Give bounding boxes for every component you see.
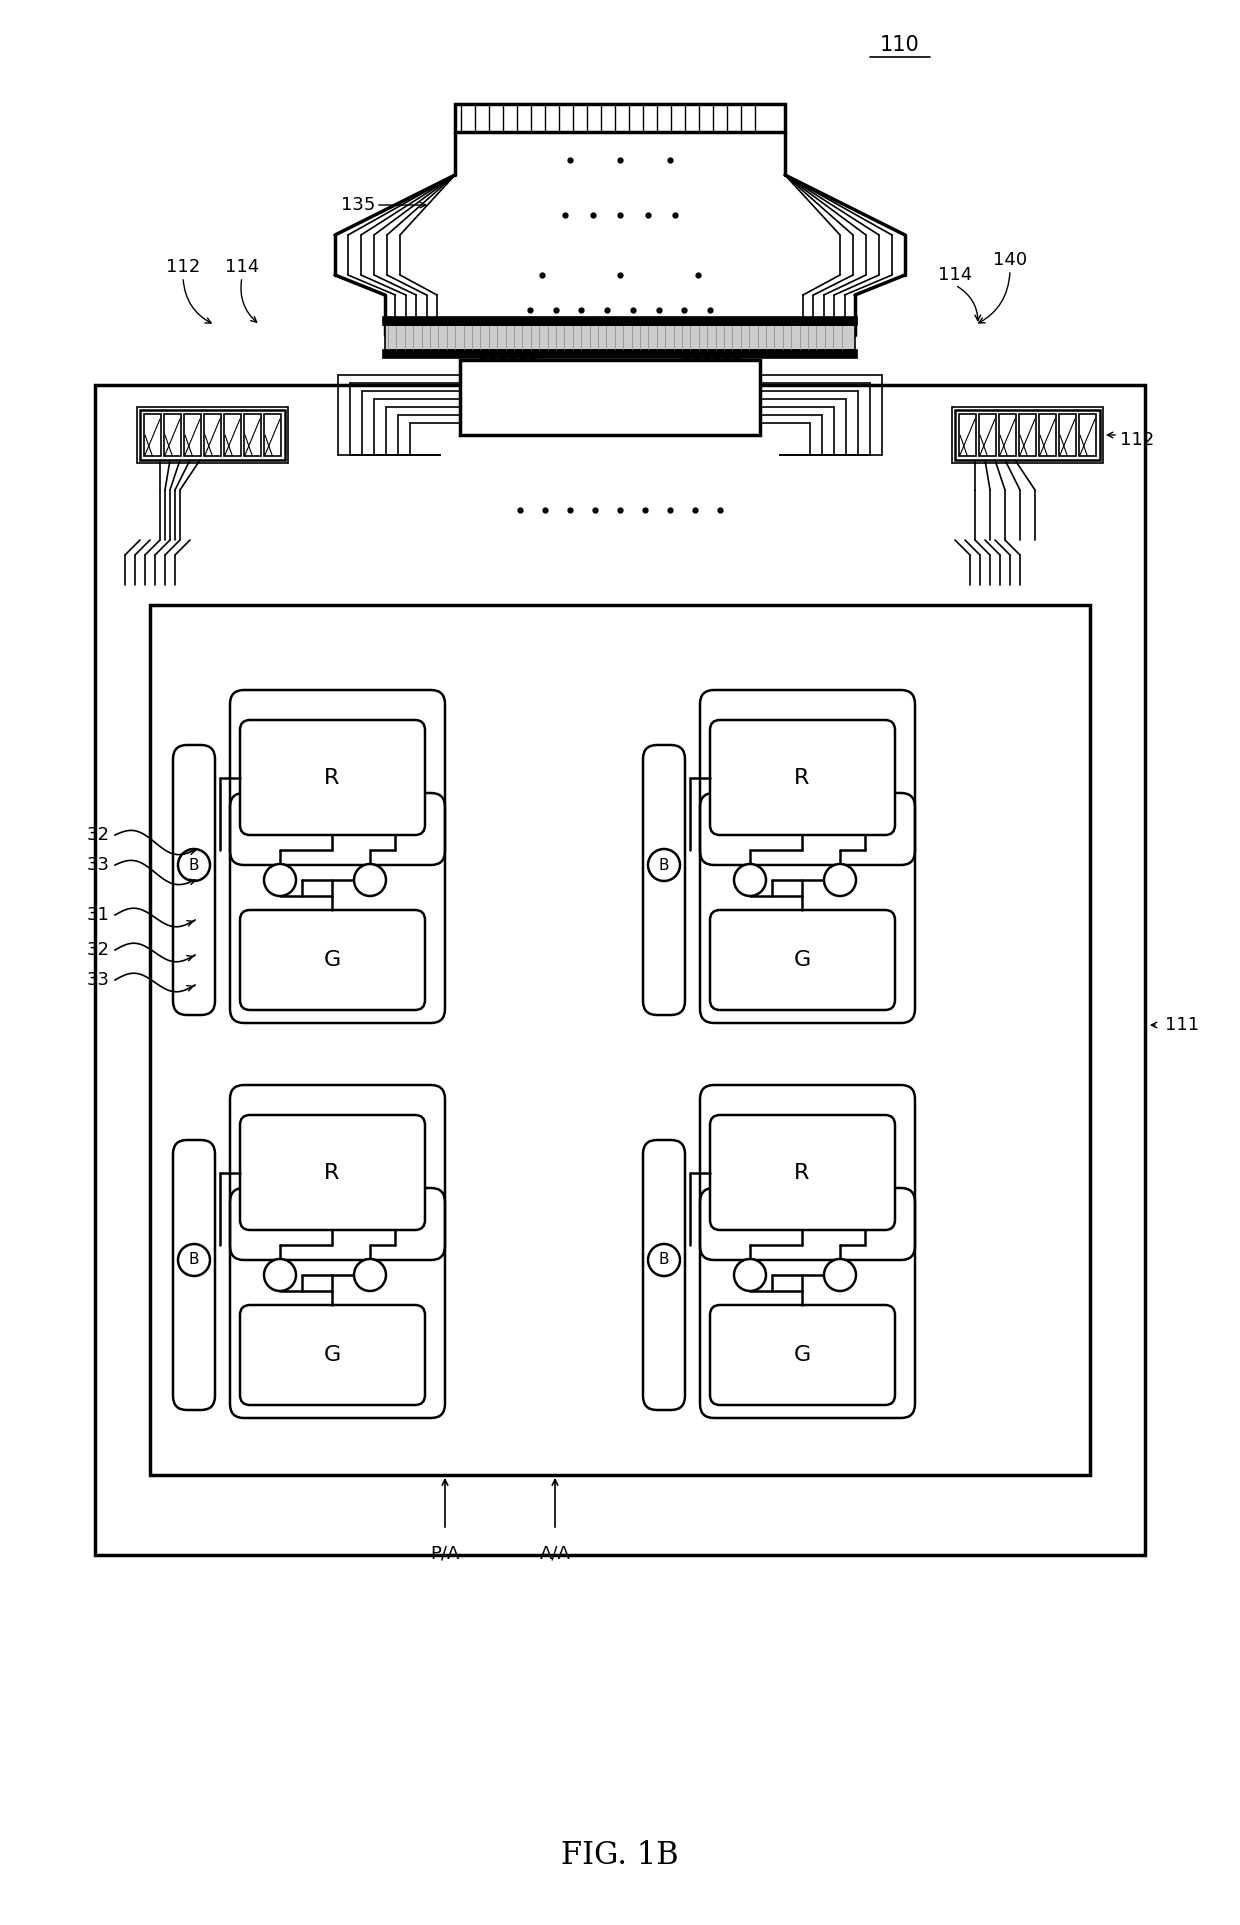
Text: 135: 135 (341, 196, 376, 214)
Bar (455, 104, 785, 133)
Bar (244, 414, 260, 456)
Circle shape (825, 1259, 856, 1292)
Text: 32: 32 (87, 941, 110, 959)
Bar (999, 414, 1016, 456)
Circle shape (734, 864, 766, 895)
Text: 112: 112 (166, 258, 200, 275)
Text: R: R (795, 768, 810, 787)
Text: 140: 140 (993, 250, 1027, 270)
Bar (95, 385, 1145, 1555)
Bar (952, 406, 1104, 464)
Text: 110: 110 (880, 35, 920, 56)
Text: FIG. 1B: FIG. 1B (562, 1840, 678, 1871)
Circle shape (649, 1244, 680, 1276)
FancyBboxPatch shape (241, 1115, 425, 1230)
Bar (959, 414, 976, 456)
Circle shape (179, 1244, 210, 1276)
FancyBboxPatch shape (241, 720, 425, 835)
Text: R: R (795, 1163, 810, 1184)
Text: 32: 32 (87, 826, 110, 843)
Circle shape (353, 1259, 386, 1292)
FancyBboxPatch shape (711, 1305, 895, 1405)
Text: B: B (658, 1253, 670, 1267)
Bar (136, 406, 288, 464)
Bar (460, 360, 760, 435)
Bar (1059, 414, 1076, 456)
Text: 31: 31 (87, 907, 110, 924)
FancyBboxPatch shape (711, 1115, 895, 1230)
Text: G: G (794, 1346, 811, 1365)
Circle shape (734, 1259, 766, 1292)
Bar (980, 414, 996, 456)
Text: 114: 114 (224, 258, 259, 275)
Circle shape (264, 864, 296, 895)
Bar (1019, 414, 1035, 456)
Text: 114: 114 (937, 266, 972, 285)
Text: R: R (325, 768, 340, 787)
Bar (205, 414, 221, 456)
Bar (1079, 414, 1096, 456)
Circle shape (264, 1259, 296, 1292)
Text: G: G (324, 951, 341, 970)
Bar (383, 318, 857, 325)
FancyBboxPatch shape (174, 1140, 215, 1409)
Text: P/A: P/A (430, 1546, 460, 1563)
Bar (164, 414, 181, 456)
Text: R: R (325, 1163, 340, 1184)
Text: A/A: A/A (539, 1546, 570, 1563)
Bar (144, 414, 161, 456)
Text: 33: 33 (87, 970, 110, 989)
Text: 112: 112 (1120, 431, 1154, 449)
Bar (384, 325, 856, 350)
FancyBboxPatch shape (174, 745, 215, 1014)
Bar (224, 414, 241, 456)
FancyBboxPatch shape (711, 720, 895, 835)
Bar (140, 410, 285, 460)
FancyBboxPatch shape (241, 1305, 425, 1405)
Text: G: G (794, 951, 811, 970)
Bar (150, 604, 1090, 1475)
Bar (264, 414, 281, 456)
Text: G: G (324, 1346, 341, 1365)
FancyBboxPatch shape (644, 745, 684, 1014)
FancyBboxPatch shape (711, 911, 895, 1011)
FancyBboxPatch shape (644, 1140, 684, 1409)
Text: B: B (188, 1253, 200, 1267)
FancyBboxPatch shape (241, 911, 425, 1011)
Text: B: B (658, 857, 670, 872)
Bar (1039, 414, 1056, 456)
Bar (184, 414, 201, 456)
Text: 111: 111 (1166, 1016, 1199, 1034)
Circle shape (649, 849, 680, 882)
Circle shape (179, 849, 210, 882)
Circle shape (825, 864, 856, 895)
Bar (955, 410, 1100, 460)
Circle shape (353, 864, 386, 895)
Bar (383, 350, 857, 358)
Text: B: B (188, 857, 200, 872)
Text: 33: 33 (87, 857, 110, 874)
